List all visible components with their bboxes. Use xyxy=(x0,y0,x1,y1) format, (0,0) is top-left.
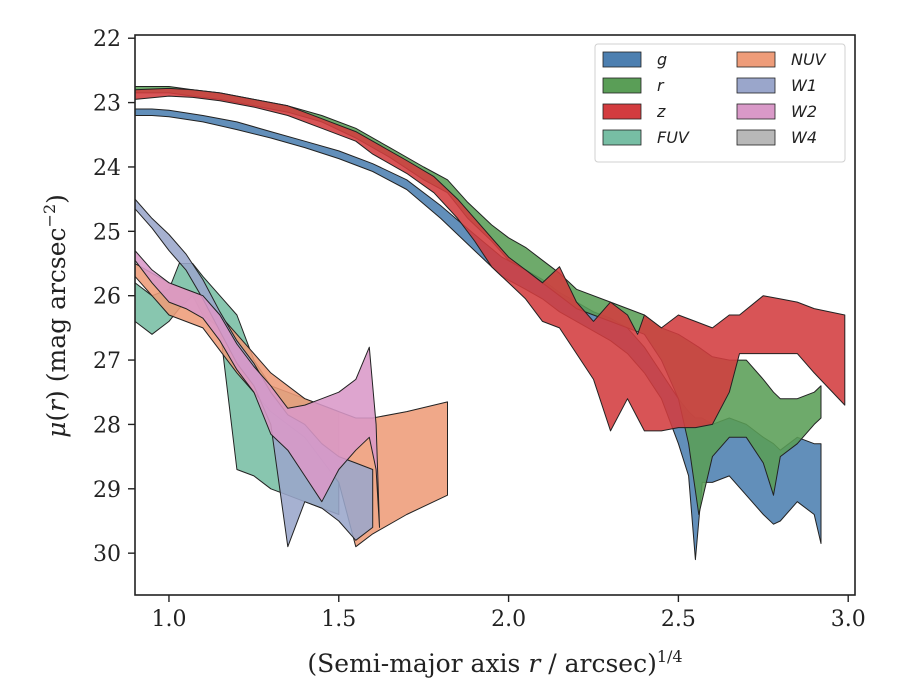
legend-label-nuv: NUV xyxy=(791,50,827,69)
y-tick-label: 25 xyxy=(93,220,121,245)
band-w2 xyxy=(135,250,380,528)
y-tick-label: 22 xyxy=(93,27,121,52)
x-tick-label: 1.5 xyxy=(321,607,356,632)
legend-label-w4: W4 xyxy=(791,128,817,147)
legend-swatch-nuv xyxy=(736,51,776,68)
legend-label-w2: W2 xyxy=(791,102,817,121)
legend-swatch-w2 xyxy=(736,103,776,120)
legend-label-z: z xyxy=(656,102,666,121)
legend-label-fuv: FUV xyxy=(657,128,690,147)
y-tick-label: 30 xyxy=(93,542,121,567)
band-z xyxy=(135,87,846,432)
plot-frame xyxy=(134,34,856,596)
y-tick-label: 26 xyxy=(93,285,121,310)
legend-swatch-r xyxy=(602,77,642,94)
legend-swatch-w1 xyxy=(736,77,776,94)
x-tick-label: 3.0 xyxy=(831,607,866,632)
legend-label-g: g xyxy=(657,50,667,69)
legend-swatch-z xyxy=(602,103,642,120)
x-tick-label: 2.0 xyxy=(491,607,526,632)
legend-frame xyxy=(594,43,846,163)
y-tick-label: 27 xyxy=(93,349,121,374)
x-tick-label: 1.0 xyxy=(151,607,186,632)
legend: grz FUV NUV W1 W2 W4 xyxy=(594,43,846,163)
legend-swatch-w4 xyxy=(736,129,776,146)
legend-label-r: r xyxy=(657,76,665,95)
legend-label-w1: W1 xyxy=(791,76,817,95)
x-tick-label: 2.5 xyxy=(661,607,696,632)
y-axis-label: μ(r) (mag arcsec−2) xyxy=(40,194,71,438)
axes xyxy=(134,34,856,596)
ticks: 1.0 1.5 2.0 2.5 3.0 22 23 24 25 26 27 28 29 30 xyxy=(93,27,866,632)
series-bands xyxy=(135,86,846,561)
y-tick-label: 28 xyxy=(93,413,121,438)
y-tick-label: 29 xyxy=(93,478,121,503)
legend-swatch-g xyxy=(602,51,642,68)
y-tick-label: 24 xyxy=(93,156,121,181)
legend-swatch-fuv xyxy=(602,129,642,146)
x-axis-label: (Semi-major axis r / arcsec)1/4 xyxy=(307,647,682,678)
y-tick-label: 23 xyxy=(93,92,121,117)
